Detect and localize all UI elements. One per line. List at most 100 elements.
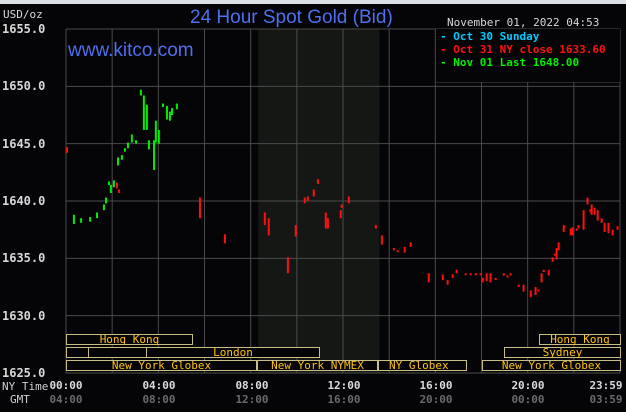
price-bar (153, 140, 156, 171)
price-bar (616, 226, 619, 230)
x-tick-gmt: 00:00 (511, 393, 545, 406)
price-bar (175, 103, 178, 110)
price-bar (427, 273, 430, 283)
price-bar (142, 95, 145, 130)
price-bar (509, 273, 512, 276)
price-bar (441, 274, 444, 281)
price-bar (117, 157, 120, 166)
x-tick-ny: 20:00 (511, 379, 545, 392)
price-bar (171, 108, 174, 115)
price-bar (553, 253, 556, 256)
price-bar (286, 257, 289, 274)
price-bar (396, 250, 399, 253)
y-tick: 1655.0 (2, 22, 46, 36)
price-bar (72, 214, 75, 224)
price-bar (154, 120, 157, 143)
price-bar (547, 269, 550, 276)
x-tick-ny: 16:00 (419, 379, 453, 392)
price-bar (542, 269, 545, 273)
price-bar (294, 225, 297, 237)
chart-title: 24 Hour Spot Gold (Bid) (190, 7, 393, 28)
price-bar (139, 89, 142, 96)
x-tick-gmt: 03:59 (589, 393, 623, 406)
session-ny-globex-evening: NY Globex (378, 360, 467, 371)
price-bar (123, 148, 126, 152)
price-bar (306, 196, 309, 201)
timestamp: November 01, 2022 04:53 (447, 16, 600, 29)
price-bar (577, 225, 580, 229)
price-bar (263, 212, 266, 226)
price-bar (611, 229, 614, 236)
price-bar (392, 248, 395, 251)
price-bar (102, 204, 105, 211)
price-bar (557, 242, 560, 251)
price-bar (590, 204, 593, 215)
y-tick: 1650.0 (2, 79, 46, 93)
price-bar (168, 111, 171, 121)
price-bar (157, 129, 160, 144)
price-bar (555, 248, 558, 260)
price-bar (117, 189, 120, 193)
site-watermark[interactable]: www.kitco.com (68, 40, 194, 61)
price-bar (562, 225, 565, 232)
price-bar (517, 284, 520, 287)
x-tick-ny: 12:00 (327, 379, 361, 392)
price-bar (571, 227, 574, 236)
price-bar (489, 273, 492, 283)
price-bar (312, 189, 315, 197)
price-bar (135, 140, 138, 144)
price-bar (589, 209, 592, 213)
price-bar (147, 140, 150, 150)
x-tick-gmt: 04:00 (49, 393, 83, 406)
price-bar (105, 197, 108, 204)
gmt-label: GMT (10, 393, 30, 406)
legend-oct31: - Oct 31 NY close 1633.60 (440, 43, 606, 56)
y-tick: 1645.0 (2, 137, 46, 151)
x-tick-ny: 00:00 (49, 379, 83, 392)
legend-box (436, 29, 620, 82)
price-bar (145, 104, 148, 130)
price-bar (316, 179, 319, 184)
price-bar (469, 273, 472, 276)
price-bar (380, 235, 383, 245)
legend-nov01: - Nov 01 Last 1648.00 (440, 56, 580, 69)
price-bar (340, 204, 343, 208)
session-ny-globex-2: New York Globex (482, 360, 621, 371)
price-bar (603, 222, 606, 232)
price-bar (537, 289, 540, 292)
legend-label: Oct 31 NY close 1633.60 (453, 43, 606, 56)
session-ny-nymex: New York NYMEX (257, 360, 378, 371)
price-bar (455, 269, 458, 274)
session-hong-kong-2: Hong Kong (539, 334, 621, 345)
price-bar (593, 207, 596, 215)
price-bar (324, 212, 327, 229)
price-bar (446, 280, 449, 285)
price-bar (96, 212, 99, 219)
price-bar (409, 242, 412, 247)
price-bar (582, 210, 585, 230)
x-tick-ny: 08:00 (235, 379, 269, 392)
price-bar (534, 287, 537, 296)
x-tick-gmt: 20:00 (419, 393, 453, 406)
x-tick-gmt: 08:00 (142, 393, 176, 406)
session-sydney: Sydney (504, 347, 621, 358)
price-bar (326, 218, 329, 229)
price-bar (403, 246, 406, 253)
price-bar (600, 218, 603, 223)
price-bar (66, 147, 68, 153)
session-london-pre (66, 347, 89, 358)
y-tick: 1625.0 (2, 366, 46, 380)
price-bar (596, 210, 599, 221)
price-bar (108, 181, 111, 185)
price-bar (89, 217, 92, 222)
unit-label: USD/oz (3, 8, 43, 21)
price-bar (522, 284, 525, 292)
session-london: London (146, 347, 320, 358)
top-border (0, 0, 626, 4)
price-bar (479, 273, 482, 276)
price-bar (494, 277, 497, 281)
y-tick: 1630.0 (2, 309, 46, 323)
price-bar (162, 103, 165, 107)
